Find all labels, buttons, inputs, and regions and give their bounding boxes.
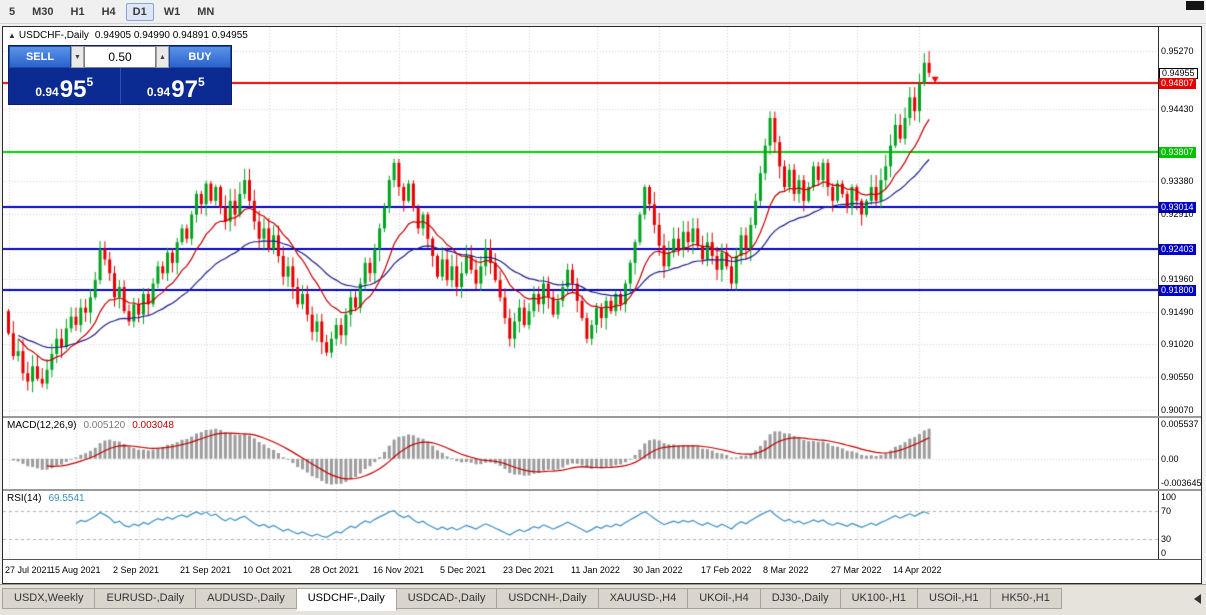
price-label-0.91490: 0.91490 — [1161, 307, 1194, 317]
tab-dj30-daily[interactable]: DJ30-,Daily — [760, 588, 841, 609]
macd-scale--0.003645: -0.003645 — [1161, 478, 1202, 488]
timeframe-button-w1[interactable]: W1 — [163, 5, 181, 18]
chart-symbol-period: USDCHF-,Daily — [18, 30, 89, 41]
chart-tabbar: USDX,Weekly EURUSD-,Daily AUDUSD-,Daily USD… — [0, 584, 1206, 615]
date-label-10-oct-2021: 10 Oct 2021 — [243, 565, 293, 575]
date-label-21-sep-2021: 21 Sep 2021 — [180, 565, 232, 575]
panel-splitter[interactable] — [3, 489, 1201, 491]
date-label-15-aug-2021: 15 Aug 2021 — [50, 565, 101, 575]
tab-audusd-daily[interactable]: AUDUSD-,Daily — [196, 588, 297, 609]
chart-window: ▲ USDCHF-,Daily 0.94905 0.94990 0.94891 0.… — [2, 26, 1202, 584]
macd-chart-canvas[interactable] — [3, 418, 1158, 489]
time-axis[interactable]: 27 Jul 2021 15 Aug 2021 2 Sep 2021 21 Sep 2… — [3, 560, 1158, 583]
timeframe-button-h1[interactable]: H1 — [70, 5, 85, 18]
lot-spin-up-icon[interactable]: ▲ — [156, 46, 169, 68]
timeframe-button-d1[interactable]: D1 — [125, 2, 154, 21]
date-label-2-sep-2021: 2 Sep 2021 — [113, 565, 160, 575]
date-label-8-mar-2022: 8 Mar 2022 — [763, 565, 809, 575]
price-scale[interactable]: 0.95270 0.94955 0.94807 0.94430 0.93807 0.933… — [1158, 27, 1202, 559]
tab-scroll-left-icon[interactable] — [1194, 594, 1201, 604]
date-label-17-feb-2022: 17 Feb 2022 — [701, 565, 752, 575]
date-label-16-nov-2021: 16 Nov 2021 — [373, 565, 425, 575]
tab-usoil-h1[interactable]: USOil-,H1 — [918, 588, 991, 609]
tab-usdchf-daily[interactable]: USDCHF-,Daily — [296, 588, 397, 611]
price-label-0.90070: 0.90070 — [1161, 405, 1194, 415]
buy-price-sup: 5 — [197, 75, 205, 89]
price-label-0.94430: 0.94430 — [1161, 104, 1194, 114]
sell-price-prefix: 0.94 — [35, 85, 59, 99]
tab-eurusd-daily[interactable]: EURUSD-,Daily — [95, 588, 197, 609]
tab-usdx-weekly[interactable]: USDX,Weekly — [2, 588, 96, 609]
axis-separator — [3, 559, 1201, 560]
macd-scale-0.005537: 0.005537 — [1161, 419, 1199, 429]
price-label-0.93380: 0.93380 — [1161, 176, 1194, 186]
price-label-0.91800: 0.91800 — [1159, 285, 1196, 296]
buy-price-big: 97 — [171, 76, 198, 104]
sell-price-big: 95 — [59, 76, 87, 104]
rsi-scale-30: 30 — [1161, 534, 1172, 544]
timeframe-button-mn[interactable]: MN — [197, 5, 215, 18]
timeframe-toolbar: 5 M30 H1 H4 D1 W1 MN — [0, 0, 1206, 24]
rsi-chart-canvas[interactable] — [3, 491, 1158, 559]
date-label-11-jan-2022: 11 Jan 2022 — [571, 565, 620, 575]
price-label-0.92910: 0.92910 — [1161, 209, 1194, 219]
date-label-23-dec-2021: 23 Dec 2021 — [503, 565, 555, 575]
tab-usdcnh-daily[interactable]: USDCNH-,Daily — [497, 588, 599, 609]
date-label-28-oct-2021: 28 Oct 2021 — [310, 565, 360, 575]
macd-main-value: 0.005120 — [83, 420, 126, 431]
buy-price-prefix: 0.94 — [146, 85, 171, 99]
one-click-trading-panel: SELL ▼ ▲ BUY 0.94 95 5 0.94 97 5 — [8, 45, 232, 105]
price-label-0.93807: 0.93807 — [1159, 147, 1196, 158]
rsi-scale-0: 0 — [1161, 548, 1167, 558]
rsi-value: 69.5541 — [48, 493, 85, 504]
rsi-scale-70: 70 — [1161, 506, 1172, 516]
date-label-30-jan-2022: 30 Jan 2022 — [633, 565, 683, 575]
price-label-0.91020: 0.91020 — [1161, 339, 1194, 349]
chart-title: ▲ USDCHF-,Daily 0.94905 0.94990 0.94891 0.… — [8, 30, 248, 41]
macd-signal-value: 0.003048 — [132, 420, 174, 431]
rsi-scale-100: 100 — [1161, 492, 1177, 502]
buy-button[interactable]: BUY — [169, 46, 231, 68]
price-panel: ▲ USDCHF-,Daily 0.94905 0.94990 0.94891 0.… — [3, 27, 1158, 416]
collapse-icon[interactable]: ▲ — [8, 31, 16, 40]
rsi-label-line: RSI(14) 69.5541 — [7, 493, 85, 504]
buy-price-display[interactable]: 0.94 97 5 — [119, 68, 232, 104]
price-label-0.92403: 0.92403 — [1159, 244, 1196, 255]
date-label-14-apr-2022: 14 Apr 2022 — [893, 565, 942, 575]
panel-splitter[interactable] — [3, 416, 1201, 418]
price-label-0.93014: 0.93014 — [1159, 202, 1196, 213]
window-corner-box — [1186, 1, 1204, 10]
tab-uk100-h1[interactable]: UK100-,H1 — [840, 588, 919, 609]
date-label-27-jul-2021: 27 Jul 2021 — [5, 565, 52, 575]
chart-ohlc-values: 0.94905 0.94990 0.94891 0.94955 — [94, 30, 248, 41]
sell-price-sup: 5 — [86, 75, 94, 89]
tab-xauusd-h4[interactable]: XAUUSD-,H4 — [598, 588, 689, 609]
timeframe-button-m30[interactable]: M30 — [32, 5, 54, 18]
price-label-0.95270: 0.95270 — [1161, 46, 1194, 56]
rsi-indicator-name: RSI(14) — [7, 493, 42, 504]
macd-panel: MACD(12,26,9) 0.005120 0.003048 — [3, 418, 1158, 489]
lot-size-input[interactable] — [84, 46, 156, 68]
lot-spin-down-icon[interactable]: ▼ — [71, 46, 84, 68]
macd-scale-0.00: 0.00 — [1161, 454, 1179, 464]
timeframe-button-5[interactable]: 5 — [9, 5, 16, 18]
timeframe-button-h4[interactable]: H4 — [101, 5, 116, 18]
date-label-27-mar-2022: 27 Mar 2022 — [831, 565, 882, 575]
tab-hk50-h1[interactable]: HK50-,H1 — [990, 588, 1062, 609]
macd-label-line: MACD(12,26,9) 0.005120 0.003048 — [7, 420, 174, 431]
price-label-0.91960: 0.91960 — [1161, 274, 1194, 284]
price-label-0.94807: 0.94807 — [1159, 78, 1196, 89]
tab-ukoil-h4[interactable]: UKOil-,H4 — [688, 588, 761, 609]
sell-button[interactable]: SELL — [9, 46, 71, 68]
rsi-panel: RSI(14) 69.5541 — [3, 491, 1158, 559]
macd-indicator-name: MACD(12,26,9) — [7, 420, 77, 431]
sell-price-display[interactable]: 0.94 95 5 — [9, 68, 120, 104]
date-label-5-dec-2021: 5 Dec 2021 — [440, 565, 487, 575]
price-label-0.90550: 0.90550 — [1161, 372, 1194, 382]
tab-usdcad-daily[interactable]: USDCAD-,Daily — [396, 588, 498, 609]
